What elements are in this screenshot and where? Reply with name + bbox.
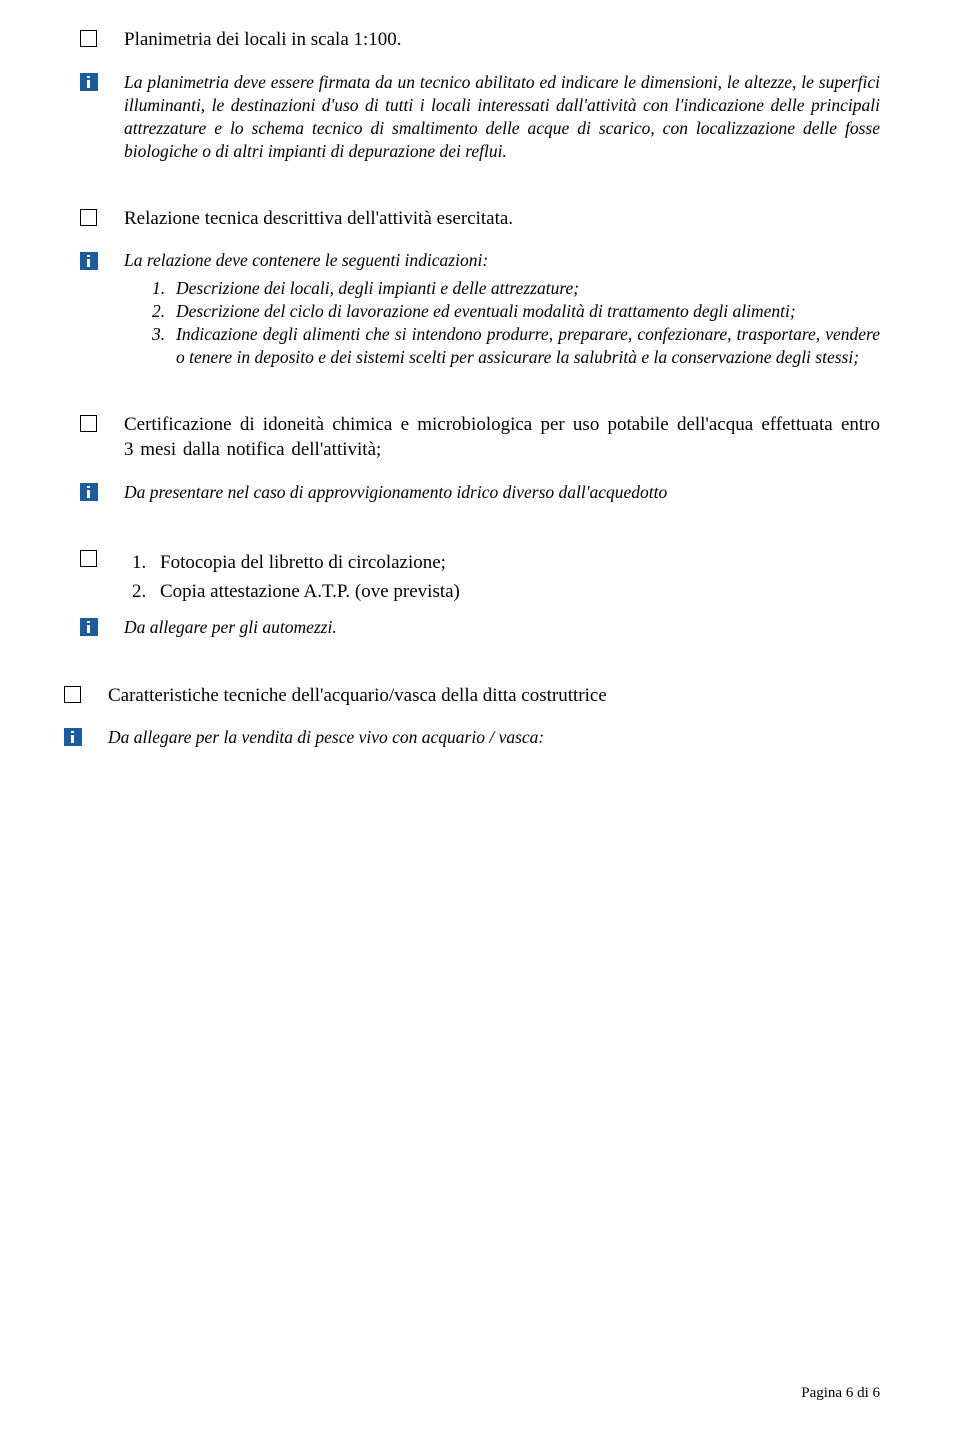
section-planimetria: Planimetria dei locali in scala 1:100. L… xyxy=(80,28,880,163)
checkbox-icon[interactable] xyxy=(80,550,97,567)
ordered-list: 1.Fotocopia del libretto di circolazione… xyxy=(124,548,880,607)
section-title: Planimetria dei locali in scala 1:100. xyxy=(124,28,880,53)
checkbox-icon[interactable] xyxy=(64,686,81,703)
info-icon xyxy=(80,618,98,636)
checkbox-icon[interactable] xyxy=(80,209,97,226)
info-icon xyxy=(64,728,82,746)
section-title: Certificazione di idoneità chimica e mic… xyxy=(124,413,880,462)
list-item: 1.Descrizione dei locali, degli impianti… xyxy=(152,277,880,300)
page-footer: Pagina 6 di 6 xyxy=(801,1385,880,1402)
list-intro: La relazione deve contenere le seguenti … xyxy=(124,250,880,271)
section-note: La planimetria deve essere firmata da un… xyxy=(124,71,880,163)
section-certificazione: Certificazione di idoneità chimica e mic… xyxy=(80,413,880,503)
list-item: 2.Copia attestazione A.T.P. (ove previst… xyxy=(132,577,880,606)
section-note: Da presentare nel caso di approvvigionam… xyxy=(124,481,880,504)
section-note: Da allegare per la vendita di pesce vivo… xyxy=(108,726,880,749)
section-relazione: Relazione tecnica descrittiva dell'attiv… xyxy=(80,207,880,369)
checkbox-icon[interactable] xyxy=(80,30,97,47)
info-icon xyxy=(80,483,98,501)
list-item: 3.Indicazione degli alimenti che si inte… xyxy=(152,323,880,369)
section-acquario: Caratteristiche tecniche dell'acquario/v… xyxy=(64,684,880,750)
ordered-list: 1.Descrizione dei locali, degli impianti… xyxy=(124,277,880,369)
section-title: Caratteristiche tecniche dell'acquario/v… xyxy=(108,684,880,709)
section-automezzi: 1.Fotocopia del libretto di circolazione… xyxy=(80,548,880,640)
list-item: 1.Fotocopia del libretto di circolazione… xyxy=(132,548,880,577)
section-title: Relazione tecnica descrittiva dell'attiv… xyxy=(124,207,880,232)
list-item: 2.Descrizione del ciclo di lavorazione e… xyxy=(152,300,880,323)
section-note: Da allegare per gli automezzi. xyxy=(124,616,880,639)
info-icon xyxy=(80,252,98,270)
info-icon xyxy=(80,73,98,91)
checkbox-icon[interactable] xyxy=(80,415,97,432)
